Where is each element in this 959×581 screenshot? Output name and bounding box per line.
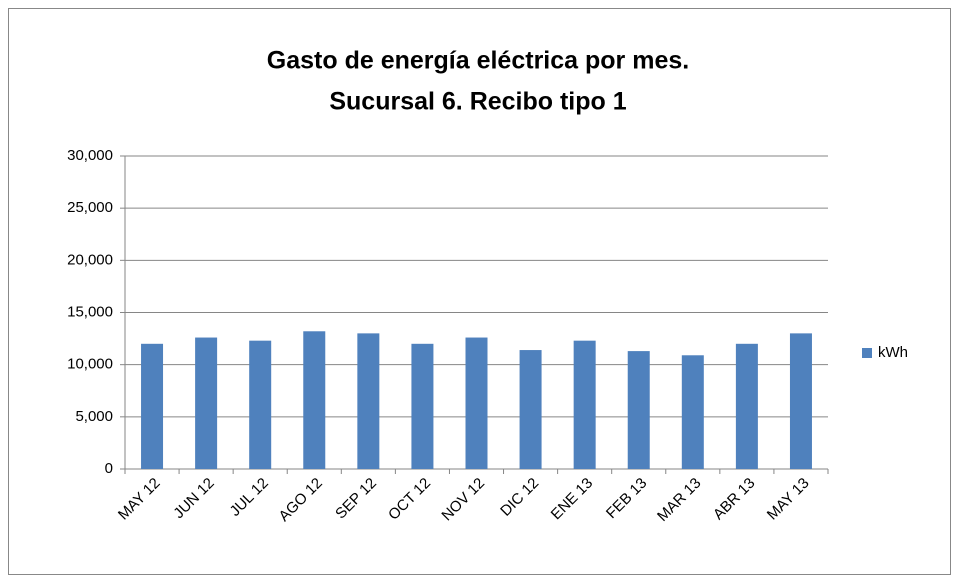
y-tick-label: 0 <box>105 460 113 477</box>
bar <box>573 340 596 469</box>
bar <box>735 343 758 469</box>
bar <box>681 355 704 469</box>
bar <box>303 331 326 469</box>
y-tick-label: 15,000 <box>67 303 113 320</box>
y-tick-label: 25,000 <box>67 199 113 216</box>
chart-subtitle: Sucursal 6. Recibo tipo 1 <box>329 88 626 116</box>
bar <box>411 343 434 469</box>
chart-frame <box>8 8 951 575</box>
bar <box>249 340 272 469</box>
bar <box>789 333 812 469</box>
bar <box>357 333 380 469</box>
bar <box>627 351 650 469</box>
legend-swatch <box>862 348 872 358</box>
legend-label: kWh <box>878 344 908 361</box>
y-tick-label: 10,000 <box>67 356 113 373</box>
bar <box>465 337 488 469</box>
bar <box>141 343 164 469</box>
bar <box>195 337 218 469</box>
y-tick-label: 20,000 <box>67 251 113 268</box>
y-tick-label: 30,000 <box>67 147 113 164</box>
chart-title: Gasto de energía eléctrica por mes. <box>267 47 689 75</box>
y-tick-label: 5,000 <box>75 408 113 425</box>
bar <box>519 350 542 469</box>
